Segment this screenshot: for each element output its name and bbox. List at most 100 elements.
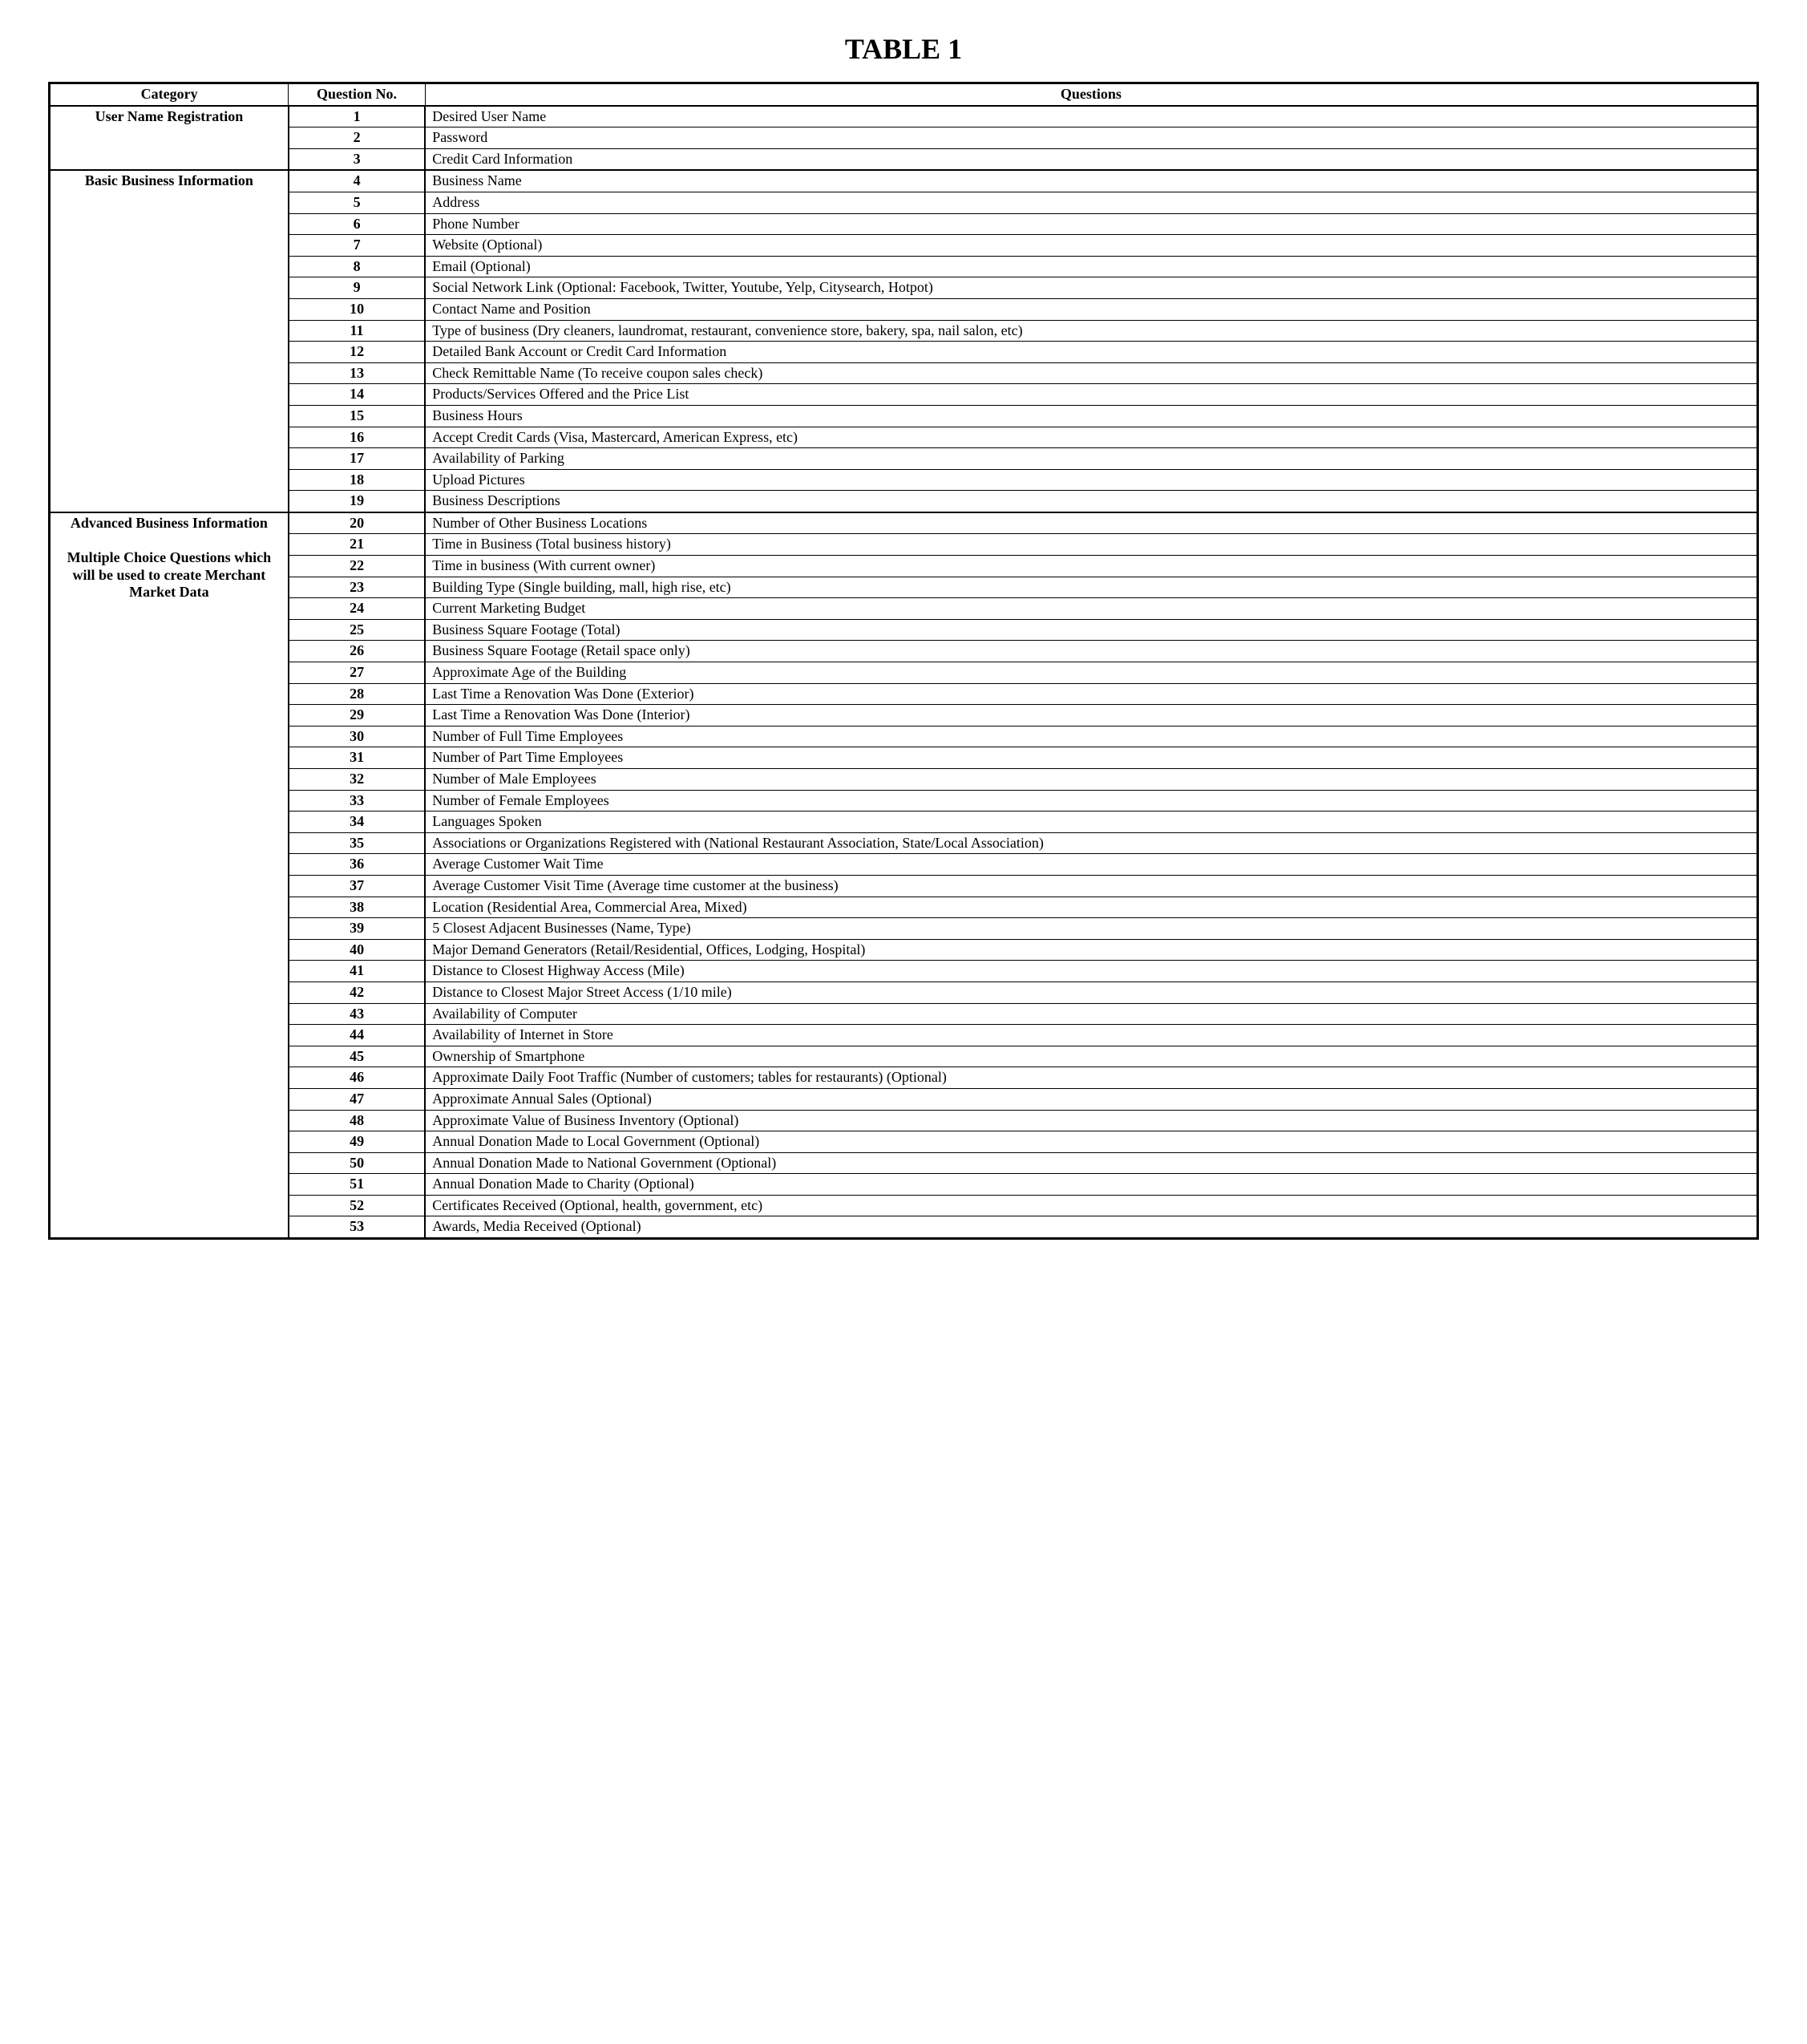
question-text: Time in Business (Total business history… <box>425 534 1757 556</box>
table-row: User Name Registration1Desired User Name <box>50 106 1758 127</box>
question-number: 20 <box>289 512 425 534</box>
table-row: 24Current Marketing Budget <box>50 598 1758 620</box>
question-text: Certificates Received (Optional, health,… <box>425 1195 1757 1216</box>
question-text: Ownership of Smartphone <box>425 1046 1757 1067</box>
question-number: 1 <box>289 106 425 127</box>
question-text: Phone Number <box>425 213 1757 235</box>
question-text: Detailed Bank Account or Credit Card Inf… <box>425 342 1757 363</box>
table-row: 48Approximate Value of Business Inventor… <box>50 1110 1758 1131</box>
question-text: Number of Other Business Locations <box>425 512 1757 534</box>
question-text: Business Hours <box>425 405 1757 427</box>
question-text: Availability of Computer <box>425 1003 1757 1025</box>
header-questions: Questions <box>425 83 1757 106</box>
table-body: User Name Registration1Desired User Name… <box>50 106 1758 1239</box>
question-text: Website (Optional) <box>425 235 1757 257</box>
category-cell: User Name Registration <box>50 106 289 171</box>
question-number: 24 <box>289 598 425 620</box>
question-text: 5 Closest Adjacent Businesses (Name, Typ… <box>425 918 1757 940</box>
question-text: Time in business (With current owner) <box>425 556 1757 577</box>
table-row: Basic Business Information4Business Name <box>50 170 1758 192</box>
table-row: 45Ownership of Smartphone <box>50 1046 1758 1067</box>
question-text: Number of Part Time Employees <box>425 747 1757 769</box>
question-text: Approximate Daily Foot Traffic (Number o… <box>425 1067 1757 1089</box>
question-number: 8 <box>289 256 425 277</box>
question-number: 52 <box>289 1195 425 1216</box>
question-text: Business Descriptions <box>425 491 1757 512</box>
question-number: 23 <box>289 577 425 598</box>
question-number: 27 <box>289 662 425 684</box>
question-number: 37 <box>289 875 425 897</box>
table-row: 16Accept Credit Cards (Visa, Mastercard,… <box>50 427 1758 448</box>
table-row: 40Major Demand Generators (Retail/Reside… <box>50 939 1758 961</box>
question-text: Annual Donation Made to National Governm… <box>425 1152 1757 1174</box>
table-row: 37Average Customer Visit Time (Average t… <box>50 875 1758 897</box>
table-row: 52Certificates Received (Optional, healt… <box>50 1195 1758 1216</box>
table-row: 11Type of business (Dry cleaners, laundr… <box>50 320 1758 342</box>
question-number: 30 <box>289 726 425 747</box>
question-number: 28 <box>289 683 425 705</box>
table-row: 7Website (Optional) <box>50 235 1758 257</box>
table-row: 395 Closest Adjacent Businesses (Name, T… <box>50 918 1758 940</box>
question-text: Address <box>425 192 1757 213</box>
question-text: Number of Female Employees <box>425 790 1757 812</box>
table-row: 50Annual Donation Made to National Gover… <box>50 1152 1758 1174</box>
question-text: Approximate Age of the Building <box>425 662 1757 684</box>
question-text: Number of Male Employees <box>425 769 1757 791</box>
header-category: Category <box>50 83 289 106</box>
table-row: 22Time in business (With current owner) <box>50 556 1758 577</box>
table-row: 29Last Time a Renovation Was Done (Inter… <box>50 705 1758 727</box>
table-row: 46Approximate Daily Foot Traffic (Number… <box>50 1067 1758 1089</box>
table-row: 12Detailed Bank Account or Credit Card I… <box>50 342 1758 363</box>
table-row: 30Number of Full Time Employees <box>50 726 1758 747</box>
question-text: Distance to Closest Highway Access (Mile… <box>425 961 1757 982</box>
question-text: Check Remittable Name (To receive coupon… <box>425 362 1757 384</box>
table-row: 9Social Network Link (Optional: Facebook… <box>50 277 1758 299</box>
question-text: Email (Optional) <box>425 256 1757 277</box>
question-text: Annual Donation Made to Local Government… <box>425 1131 1757 1153</box>
question-number: 9 <box>289 277 425 299</box>
question-text: Last Time a Renovation Was Done (Interio… <box>425 705 1757 727</box>
table-row: 44Availability of Internet in Store <box>50 1025 1758 1046</box>
table-row: 42Distance to Closest Major Street Acces… <box>50 982 1758 1003</box>
table-row: 27Approximate Age of the Building <box>50 662 1758 684</box>
question-number: 35 <box>289 832 425 854</box>
table-row: 25Business Square Footage (Total) <box>50 619 1758 641</box>
question-number: 39 <box>289 918 425 940</box>
question-number: 48 <box>289 1110 425 1131</box>
question-text: Approximate Value of Business Inventory … <box>425 1110 1757 1131</box>
question-text: Contact Name and Position <box>425 298 1757 320</box>
question-number: 51 <box>289 1174 425 1196</box>
question-text: Availability of Parking <box>425 448 1757 470</box>
question-number: 44 <box>289 1025 425 1046</box>
table-row: 49Annual Donation Made to Local Governme… <box>50 1131 1758 1153</box>
table-row: 18Upload Pictures <box>50 469 1758 491</box>
question-number: 32 <box>289 769 425 791</box>
question-number: 16 <box>289 427 425 448</box>
question-number: 5 <box>289 192 425 213</box>
question-text: Building Type (Single building, mall, hi… <box>425 577 1757 598</box>
question-number: 41 <box>289 961 425 982</box>
question-text: Password <box>425 127 1757 149</box>
question-text: Desired User Name <box>425 106 1757 127</box>
table-row: 8Email (Optional) <box>50 256 1758 277</box>
table-row: Advanced Business InformationMultiple Ch… <box>50 512 1758 534</box>
question-text: Business Square Footage (Retail space on… <box>425 641 1757 662</box>
question-number: 21 <box>289 534 425 556</box>
question-number: 7 <box>289 235 425 257</box>
table-row: 53Awards, Media Received (Optional) <box>50 1216 1758 1239</box>
question-number: 10 <box>289 298 425 320</box>
question-number: 31 <box>289 747 425 769</box>
table-row: 38Location (Residential Area, Commercial… <box>50 897 1758 918</box>
question-number: 38 <box>289 897 425 918</box>
question-text: Major Demand Generators (Retail/Resident… <box>425 939 1757 961</box>
question-number: 25 <box>289 619 425 641</box>
question-number: 47 <box>289 1088 425 1110</box>
question-text: Products/Services Offered and the Price … <box>425 384 1757 406</box>
question-number: 3 <box>289 148 425 170</box>
question-number: 36 <box>289 854 425 876</box>
question-text: Awards, Media Received (Optional) <box>425 1216 1757 1239</box>
question-text: Type of business (Dry cleaners, laundrom… <box>425 320 1757 342</box>
table-row: 34Languages Spoken <box>50 812 1758 833</box>
question-number: 18 <box>289 469 425 491</box>
question-number: 2 <box>289 127 425 149</box>
